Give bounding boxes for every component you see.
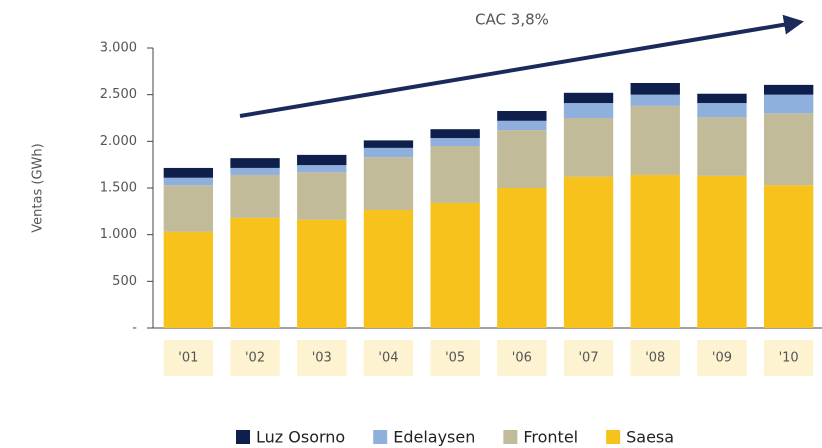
bar-segment	[697, 103, 747, 118]
bar-segment	[163, 185, 214, 232]
x-tick-label: '05	[445, 351, 465, 366]
x-tick-label: '08	[645, 351, 665, 366]
bar-segment	[163, 177, 214, 186]
bar-segment	[630, 174, 680, 328]
bar-segment	[763, 185, 814, 328]
category-box	[430, 340, 480, 376]
y-tick-label: 1.000	[100, 227, 137, 242]
x-tick-label: '01	[178, 351, 198, 366]
category-box	[230, 340, 280, 376]
category-box	[630, 340, 680, 376]
y-axis-label: Ventas (GWh)	[31, 143, 46, 232]
category-box	[763, 340, 814, 376]
bar-segment	[563, 118, 614, 177]
category-box	[363, 340, 414, 376]
bar-segment	[363, 157, 414, 210]
bar-segment	[563, 92, 614, 104]
bar-segment	[763, 113, 814, 186]
x-tick-label: '04	[378, 351, 398, 366]
legend-swatch	[373, 430, 388, 444]
legend-label: Luz Osorno	[256, 428, 345, 447]
bar-segment	[230, 217, 280, 328]
y-tick-label: 2.000	[100, 134, 137, 149]
y-tick-label: 1.500	[100, 181, 137, 196]
bar-segment	[497, 111, 547, 121]
x-tick-label: '03	[312, 351, 332, 366]
bar-segment	[163, 231, 214, 328]
bar-segment	[363, 140, 414, 148]
bar-segment	[297, 172, 347, 220]
trend-arrow	[239, 14, 804, 118]
bar-segment	[630, 83, 680, 95]
bar-segment	[497, 188, 547, 328]
bar-segment	[230, 158, 280, 168]
bar-segment	[763, 84, 814, 95]
bar-segment	[230, 167, 280, 175]
legend-label: Frontel	[523, 428, 578, 447]
bar-segment	[430, 138, 480, 146]
y-tick-label: 3.000	[100, 41, 137, 56]
bar-segment	[563, 176, 614, 328]
category-box	[697, 340, 747, 376]
legend-label: Saesa	[626, 428, 674, 447]
bar-segment	[697, 117, 747, 176]
bar-segment	[497, 130, 547, 188]
legend-swatch	[503, 430, 518, 444]
y-tick-label: 500	[112, 274, 137, 289]
category-box	[563, 340, 614, 376]
bar-segment	[697, 93, 747, 104]
bar-segment	[430, 146, 480, 203]
bar-segment	[697, 175, 747, 328]
legend-swatch	[606, 430, 621, 444]
x-tick-label: '02	[245, 351, 265, 366]
x-tick-label: '10	[779, 351, 799, 366]
y-tick-label: 2.500	[100, 87, 137, 102]
x-tick-label: '06	[512, 351, 532, 366]
category-box	[163, 340, 214, 376]
bar-segment	[497, 120, 547, 131]
bar-segment	[563, 103, 614, 118]
bar-segment	[630, 94, 680, 106]
annotation: CAC 3,8%	[475, 11, 549, 29]
bar-segment	[297, 154, 347, 166]
bar-segment	[363, 147, 414, 158]
bar-segment	[297, 165, 347, 173]
bar-segment	[430, 202, 480, 328]
legend-swatch	[236, 430, 250, 444]
bar-segment	[297, 219, 347, 328]
bar-segment	[363, 209, 414, 328]
bar-segment	[763, 94, 814, 114]
bar-segment	[430, 129, 480, 139]
y-tick-label: -	[132, 321, 137, 336]
bar-segment	[630, 105, 680, 175]
x-tick-label: '09	[712, 351, 732, 366]
bar-segment	[230, 174, 280, 218]
legend-label: Edelaysen	[393, 428, 475, 447]
category-box	[497, 340, 547, 376]
category-box	[297, 340, 347, 376]
x-tick-label: '07	[578, 351, 598, 366]
bar-segment	[163, 167, 214, 178]
